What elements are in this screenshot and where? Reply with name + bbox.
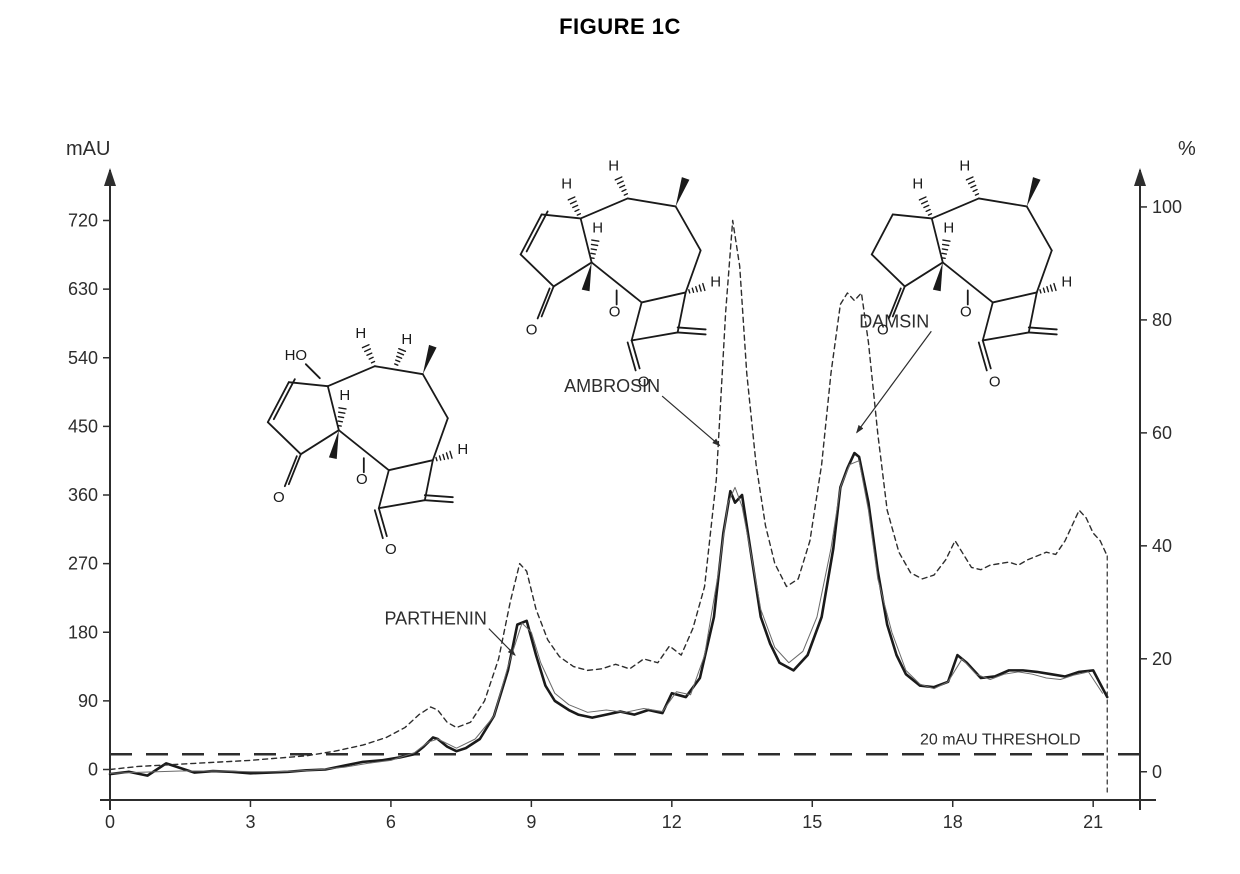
y-right-tick-label: 20 xyxy=(1152,649,1172,669)
y-right-tick-label: 80 xyxy=(1152,310,1172,330)
svg-text:O: O xyxy=(638,373,650,390)
annotation-arrow xyxy=(857,331,932,432)
y-left-tick-label: 360 xyxy=(68,485,98,505)
svg-text:O: O xyxy=(385,541,397,558)
svg-text:H: H xyxy=(401,331,412,348)
svg-text:O: O xyxy=(877,321,889,338)
y-left-tick-label: 0 xyxy=(88,760,98,780)
svg-text:H: H xyxy=(355,325,366,342)
series-solid xyxy=(110,453,1107,776)
x-tick-label: 0 xyxy=(105,812,115,832)
svg-text:H: H xyxy=(592,219,603,236)
y-right-tick-label: 0 xyxy=(1152,762,1162,782)
series-light-thin xyxy=(110,461,1103,774)
svg-text:HO: HO xyxy=(285,347,308,364)
svg-text:H: H xyxy=(710,273,721,290)
svg-text:H: H xyxy=(943,219,954,236)
y-left-tick-label: 90 xyxy=(78,691,98,711)
y-right-label: % xyxy=(1178,138,1196,160)
svg-text:H: H xyxy=(912,175,923,192)
x-tick-label: 15 xyxy=(802,812,822,832)
y-right-tick-label: 60 xyxy=(1152,423,1172,443)
annotation-arrow xyxy=(662,396,719,445)
y-left-tick-label: 720 xyxy=(68,211,98,231)
x-tick-label: 12 xyxy=(662,812,682,832)
svg-text:H: H xyxy=(561,175,572,192)
molecule-parthenin: OHOHHHOOH xyxy=(268,325,468,558)
chromatogram-chart: 090180270360450540630720mAU020406080100%… xyxy=(20,70,1220,860)
svg-text:H: H xyxy=(959,157,970,174)
svg-text:H: H xyxy=(339,387,350,404)
y-right-tick-label: 100 xyxy=(1152,197,1182,217)
svg-text:O: O xyxy=(273,489,285,506)
svg-text:O: O xyxy=(960,303,972,320)
x-tick-label: 21 xyxy=(1083,812,1103,832)
y-left-tick-label: 270 xyxy=(68,554,98,574)
x-tick-label: 18 xyxy=(943,812,963,832)
annotation-parthenin: PARTHENIN xyxy=(385,609,487,629)
x-tick-label: 9 xyxy=(526,812,536,832)
svg-text:H: H xyxy=(457,441,468,458)
y-left-tick-label: 450 xyxy=(68,416,98,436)
figure-title: FIGURE 1C xyxy=(0,14,1240,40)
molecule-ambrosin: O H H H O O H xyxy=(521,157,721,390)
svg-text:O: O xyxy=(526,321,538,338)
y-left-label: mAU xyxy=(66,138,110,160)
svg-text:H: H xyxy=(608,157,619,174)
y-left-tick-label: 540 xyxy=(68,348,98,368)
threshold-label: 20 mAU THRESHOLD xyxy=(920,731,1081,748)
svg-text:O: O xyxy=(356,471,368,488)
y-right-tick-label: 40 xyxy=(1152,536,1172,556)
x-tick-label: 3 xyxy=(245,812,255,832)
svg-text:O: O xyxy=(989,373,1001,390)
y-left-tick-label: 180 xyxy=(68,622,98,642)
svg-text:H: H xyxy=(1061,273,1072,290)
svg-text:O: O xyxy=(609,303,621,320)
y-left-tick-label: 630 xyxy=(68,279,98,299)
x-tick-label: 6 xyxy=(386,812,396,832)
annotation-arrow xyxy=(489,629,515,656)
molecule-damsin: O H H H O O H xyxy=(872,157,1072,390)
